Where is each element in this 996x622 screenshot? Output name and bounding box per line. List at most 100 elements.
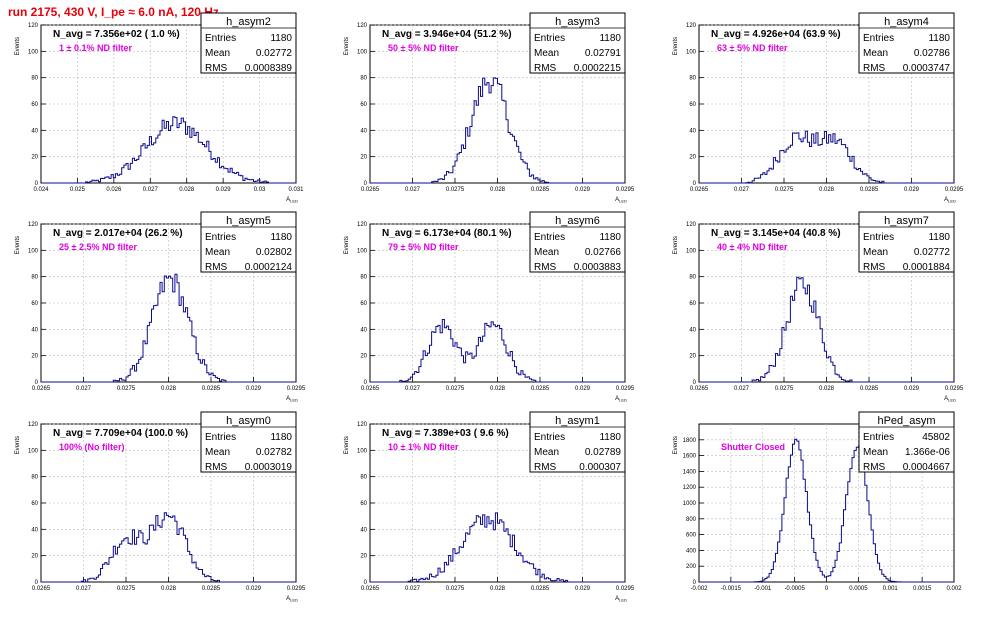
y-tick-label: 60: [31, 301, 38, 307]
y-tick-label: 1600: [683, 454, 697, 460]
y-tick-label: 1400: [683, 469, 697, 475]
stats-value-entries: 1180: [270, 232, 292, 243]
y-tick-label: 100: [357, 448, 368, 454]
stats-value-entries: 1180: [928, 33, 950, 44]
y-tick-label: 0: [364, 181, 368, 187]
y-tick-label: 120: [686, 23, 697, 29]
x-tick-label: 0.0265: [32, 386, 51, 392]
stats-key-rms: RMS: [863, 462, 886, 473]
stats-box: h_asym1 Entries 1180 Mean 0.02789 RMS 0.000307: [529, 411, 626, 473]
x-axis-label-subscript: LED: [290, 398, 298, 403]
x-tick-label: 0.0275: [775, 386, 794, 392]
stats-value-rms: 0.0003747: [903, 63, 951, 74]
x-axis-label-subscript: LED: [948, 199, 956, 204]
x-tick-label: 0.028: [490, 586, 506, 592]
x-tick-label: 0.028: [161, 586, 177, 592]
filter-label: Shutter Closed: [721, 442, 785, 452]
stats-box-frame: [858, 211, 955, 273]
x-tick-label: -0.0015: [721, 586, 742, 592]
stats-value-entries: 1180: [928, 232, 950, 243]
x-tick-label: 0.027: [734, 187, 750, 193]
histogram-line: [699, 276, 954, 383]
stats-value-entries: 1180: [270, 432, 292, 443]
y-tick-label: 40: [689, 327, 696, 333]
x-tick-label: 0.0285: [531, 386, 550, 392]
x-tick-label: 0.0275: [775, 187, 794, 193]
y-tick-label: 20: [31, 554, 38, 560]
stats-box-frame: [529, 411, 626, 473]
filter-label: 40 ± 4% ND filter: [717, 242, 788, 252]
histogram-line: [370, 77, 625, 184]
navg-label: N_avg = 3.145e+04 (40.8 %): [711, 228, 841, 239]
x-tick-label: 0.0285: [531, 187, 550, 193]
stats-box-frame: [529, 211, 626, 273]
y-tick-label: 100: [28, 49, 39, 55]
x-tick-label: 0.0275: [446, 187, 465, 193]
x-axis-label: ALED: [286, 396, 298, 403]
x-tick-label: 0.0285: [531, 586, 550, 592]
x-tick-label: 0.0295: [945, 386, 964, 392]
stats-box: h_asym2 Entries 1180 Mean 0.02772 RMS 0.000838…: [200, 12, 297, 74]
stats-value-rms: 0.0001884: [903, 262, 951, 273]
stats-value-entries: 1180: [599, 33, 621, 44]
stats-box-title: h_asym3: [555, 16, 600, 28]
x-axis-label: ALED: [286, 596, 298, 603]
x-tick-label: 0.0015: [913, 586, 932, 592]
x-tick-label: 0.002: [946, 586, 962, 592]
x-axis-label-subscript: LED: [619, 199, 627, 204]
y-tick-label: 60: [689, 102, 696, 108]
stats-box-title: h_asym1: [555, 415, 600, 427]
stats-key-entries: Entries: [863, 232, 894, 243]
stats-value-entries: 1180: [270, 33, 292, 44]
stats-box-title: h_asym0: [226, 415, 271, 427]
y-tick-label: 20: [360, 354, 367, 360]
x-tick-label: 0.028: [161, 386, 177, 392]
y-tick-label: 200: [686, 564, 697, 570]
stats-value-rms: 0.0008389: [245, 63, 293, 74]
y-axis-label: Events: [344, 37, 350, 55]
y-tick-label: 0: [364, 380, 368, 386]
y-tick-label: 80: [31, 475, 38, 481]
x-axis-label-subscript: LED: [619, 598, 627, 603]
x-tick-label: 0.031: [288, 187, 304, 193]
stats-value-mean: 1.366e-06: [905, 447, 950, 458]
y-tick-label: 120: [357, 23, 368, 29]
y-tick-label: 100: [357, 248, 368, 254]
y-tick-label: 40: [689, 128, 696, 134]
navg-label: N_avg = 7.389e+03 ( 9.6 %): [382, 428, 509, 439]
stats-value-rms: 0.0003019: [245, 462, 293, 473]
y-tick-label: 120: [28, 23, 39, 29]
stats-key-rms: RMS: [205, 63, 228, 74]
y-tick-label: 800: [686, 517, 697, 523]
y-axis-label: Events: [15, 436, 21, 454]
y-tick-label: 40: [360, 327, 367, 333]
histogram-panel-h_asym6: 0.0265 0.027 0.0275 0.028 0.0285 0.029 0.0295 0…: [344, 211, 635, 403]
y-tick-label: 100: [357, 49, 368, 55]
stats-box-frame: [200, 12, 297, 74]
stats-value-entries: 1180: [599, 432, 621, 443]
x-tick-label: 0.027: [405, 386, 421, 392]
stats-box-title: hPed_asym: [877, 415, 935, 427]
x-tick-label: 0.0275: [117, 386, 136, 392]
histogram-line: [699, 130, 954, 184]
stats-key-entries: Entries: [534, 432, 565, 443]
stats-value-rms: 0.0003883: [574, 262, 622, 273]
y-tick-label: 0: [35, 181, 39, 187]
stats-key-entries: Entries: [534, 232, 565, 243]
y-tick-label: 100: [28, 248, 39, 254]
filter-label: 10 ± 1% ND filter: [388, 442, 459, 452]
x-tick-label: 0.025: [70, 187, 86, 193]
x-tick-label: 0.0285: [860, 386, 879, 392]
stats-key-rms: RMS: [534, 63, 557, 74]
filter-label: 25 ± 2.5% ND filter: [59, 242, 137, 252]
x-tick-label: 0.0285: [860, 187, 879, 193]
stats-value-mean: 0.02789: [585, 447, 622, 458]
y-tick-label: 20: [689, 155, 696, 161]
y-tick-label: 600: [686, 533, 697, 539]
x-tick-label: 0.0265: [361, 386, 380, 392]
run-title: run 2175, 430 V, I_pe ≈ 6.0 nA, 120 Hz: [8, 5, 219, 19]
y-tick-label: 80: [360, 275, 367, 281]
y-tick-label: 80: [360, 76, 367, 82]
stats-value-rms: 0.0004667: [903, 462, 951, 473]
